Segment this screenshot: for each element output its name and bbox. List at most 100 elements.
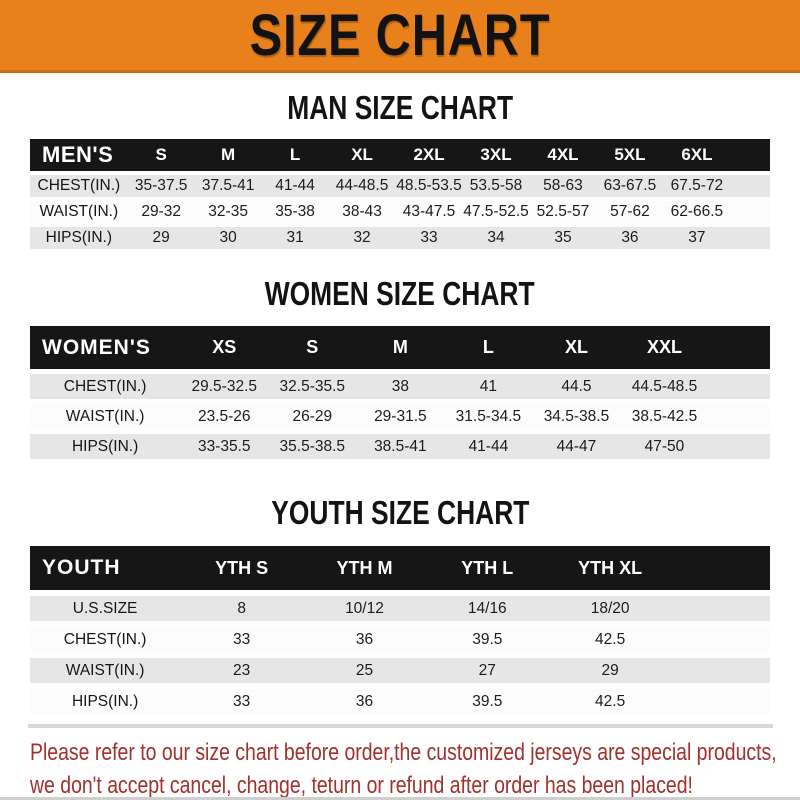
size-value-cell: 41-44: [275, 177, 315, 194]
youth-column-header: YTH M: [336, 557, 393, 578]
size-value-cell: 37: [688, 229, 706, 246]
size-value-cell: 39.5: [472, 630, 503, 648]
row-label: HIPS(IN.): [45, 229, 112, 246]
row-filler: [730, 175, 770, 197]
size-value-cell: 18/20: [590, 599, 630, 617]
men-column-header: L: [289, 145, 301, 164]
men-column-header: 3XL: [480, 145, 512, 164]
row-label: CHEST(IN.): [63, 377, 147, 395]
men-chest-row: CHEST(IN.) 35-37.5 37.5-41 41-44 44-48.5…: [30, 175, 770, 197]
size-value-cell: 57-62: [610, 203, 650, 220]
row-filler: [672, 658, 770, 683]
row-filler: [709, 404, 770, 429]
row-label: CHEST(IN.): [63, 630, 147, 648]
men-table-header-row: MEN'S S M L XL 2XL 3XL 4XL 5XL 6XL: [30, 139, 770, 171]
men-column-header: S: [155, 145, 167, 164]
size-value-cell: 44.5-48.5: [631, 377, 698, 395]
size-value-cell: 52.5-57: [536, 203, 590, 220]
row-label: WAIST(IN.): [65, 407, 145, 425]
youth-column-header: YTH L: [461, 557, 514, 578]
size-value-cell: 33: [420, 229, 438, 246]
size-value-cell: 53.5-58: [469, 177, 523, 194]
women-section-heading-text: WOMEN SIZE CHART: [265, 275, 535, 312]
size-value-cell: 14/16: [467, 599, 507, 617]
women-table-header-row: WOMEN'S XS S M L XL XXL: [30, 326, 770, 369]
row-label: WAIST(IN.): [39, 203, 119, 220]
size-value-cell: 38.5-41: [374, 437, 427, 455]
size-value-cell: 41: [479, 377, 498, 395]
youth-waist-row: WAIST(IN.) 23 25 27 29: [30, 658, 770, 683]
men-header-filler: [730, 139, 770, 171]
women-table-corner-label: WOMEN'S: [42, 335, 151, 359]
women-hips-row: HIPS(IN.) 33-35.5 35.5-38.5 38.5-41 41-4…: [30, 434, 770, 459]
men-section-heading: MAN SIZE CHART: [0, 89, 800, 127]
size-value-cell: 35: [554, 229, 572, 246]
men-column-header: 5XL: [614, 145, 646, 164]
size-value-cell: 29.5-32.5: [191, 377, 258, 395]
men-section-heading-text: MAN SIZE CHART: [287, 89, 513, 126]
women-column-header: XXL: [646, 337, 682, 357]
size-value-cell: 31: [286, 229, 304, 246]
size-value-cell: 38-43: [342, 203, 382, 220]
women-column-header: S: [306, 337, 319, 357]
size-value-cell: 44.5: [561, 377, 592, 395]
disclaimer-line-1: Please refer to our size chart before or…: [30, 739, 777, 766]
women-column-header: L: [482, 337, 494, 357]
men-column-header: 6XL: [681, 145, 713, 164]
women-column-header: M: [392, 337, 408, 357]
disclaimer-line-2: we don't accept cancel, change, teturn o…: [30, 772, 693, 799]
size-value-cell: 34: [487, 229, 505, 246]
youth-table-corner-label: YOUTH: [42, 556, 121, 579]
size-value-cell: 62-66.5: [670, 203, 724, 220]
size-chart-banner: SIZE CHART: [0, 0, 800, 73]
size-value-cell: 36: [621, 229, 639, 246]
men-hips-row: HIPS(IN.) 29 30 31 32 33 34 35 36 37: [30, 227, 770, 249]
size-value-cell: 23: [233, 661, 251, 679]
size-value-cell: 32: [353, 229, 371, 246]
youth-table-header-row: YOUTH YTH S YTH M YTH L YTH XL: [30, 546, 770, 590]
youth-header-filler: [672, 546, 770, 590]
size-value-cell: 42.5: [595, 630, 626, 648]
row-label: CHEST(IN.): [37, 177, 121, 194]
size-value-cell: 43-47.5: [402, 203, 456, 220]
row-label: HIPS(IN.): [71, 437, 139, 455]
women-chest-row: CHEST(IN.) 29.5-32.5 32.5-35.5 38 41 44.…: [30, 374, 770, 399]
youth-section-heading-text: YOUTH SIZE CHART: [270, 494, 530, 531]
size-value-cell: 38.5-42.5: [631, 407, 698, 425]
row-label: WAIST(IN.): [65, 661, 145, 679]
size-value-cell: 35-37.5: [134, 177, 188, 194]
row-filler: [730, 201, 770, 223]
disclaimer-text: Please refer to our size chart before or…: [0, 728, 800, 800]
row-filler: [672, 689, 770, 714]
size-value-cell: 38: [391, 377, 409, 395]
size-value-cell: 29: [152, 229, 170, 246]
size-value-cell: 67.5-72: [670, 177, 724, 194]
image-bottom-edge: [0, 797, 800, 800]
size-value-cell: 32.5-35.5: [279, 377, 346, 395]
table-bottom-divider: [27, 724, 773, 728]
men-column-header: 4XL: [547, 145, 579, 164]
youth-column-header: YTH XL: [578, 557, 643, 578]
size-value-cell: 26-29: [292, 407, 333, 425]
youth-hips-row: HIPS(IN.) 33 36 39.5 42.5: [30, 689, 770, 714]
size-value-cell: 35.5-38.5: [279, 437, 346, 455]
women-header-filler: [709, 326, 770, 369]
size-value-cell: 29-31.5: [374, 407, 427, 425]
youth-chest-row: CHEST(IN.) 33 36 39.5 42.5: [30, 627, 770, 652]
size-value-cell: 33: [233, 630, 251, 648]
size-value-cell: 25: [355, 661, 374, 679]
row-label: U.S.SIZE: [72, 599, 138, 617]
size-value-cell: 8: [237, 599, 246, 617]
youth-column-header: YTH S: [215, 557, 269, 578]
size-value-cell: 58-63: [543, 177, 583, 194]
size-value-cell: 32-35: [208, 203, 248, 220]
size-value-cell: 33: [233, 692, 251, 710]
size-value-cell: 30: [219, 229, 237, 246]
men-column-header: 2XL: [413, 145, 445, 164]
men-waist-row: WAIST(IN.) 29-32 32-35 35-38 38-43 43-47…: [30, 201, 770, 223]
size-value-cell: 34.5-38.5: [543, 407, 610, 425]
size-value-cell: 44-48.5: [335, 177, 389, 194]
row-filler: [709, 434, 770, 459]
row-filler: [709, 374, 770, 399]
